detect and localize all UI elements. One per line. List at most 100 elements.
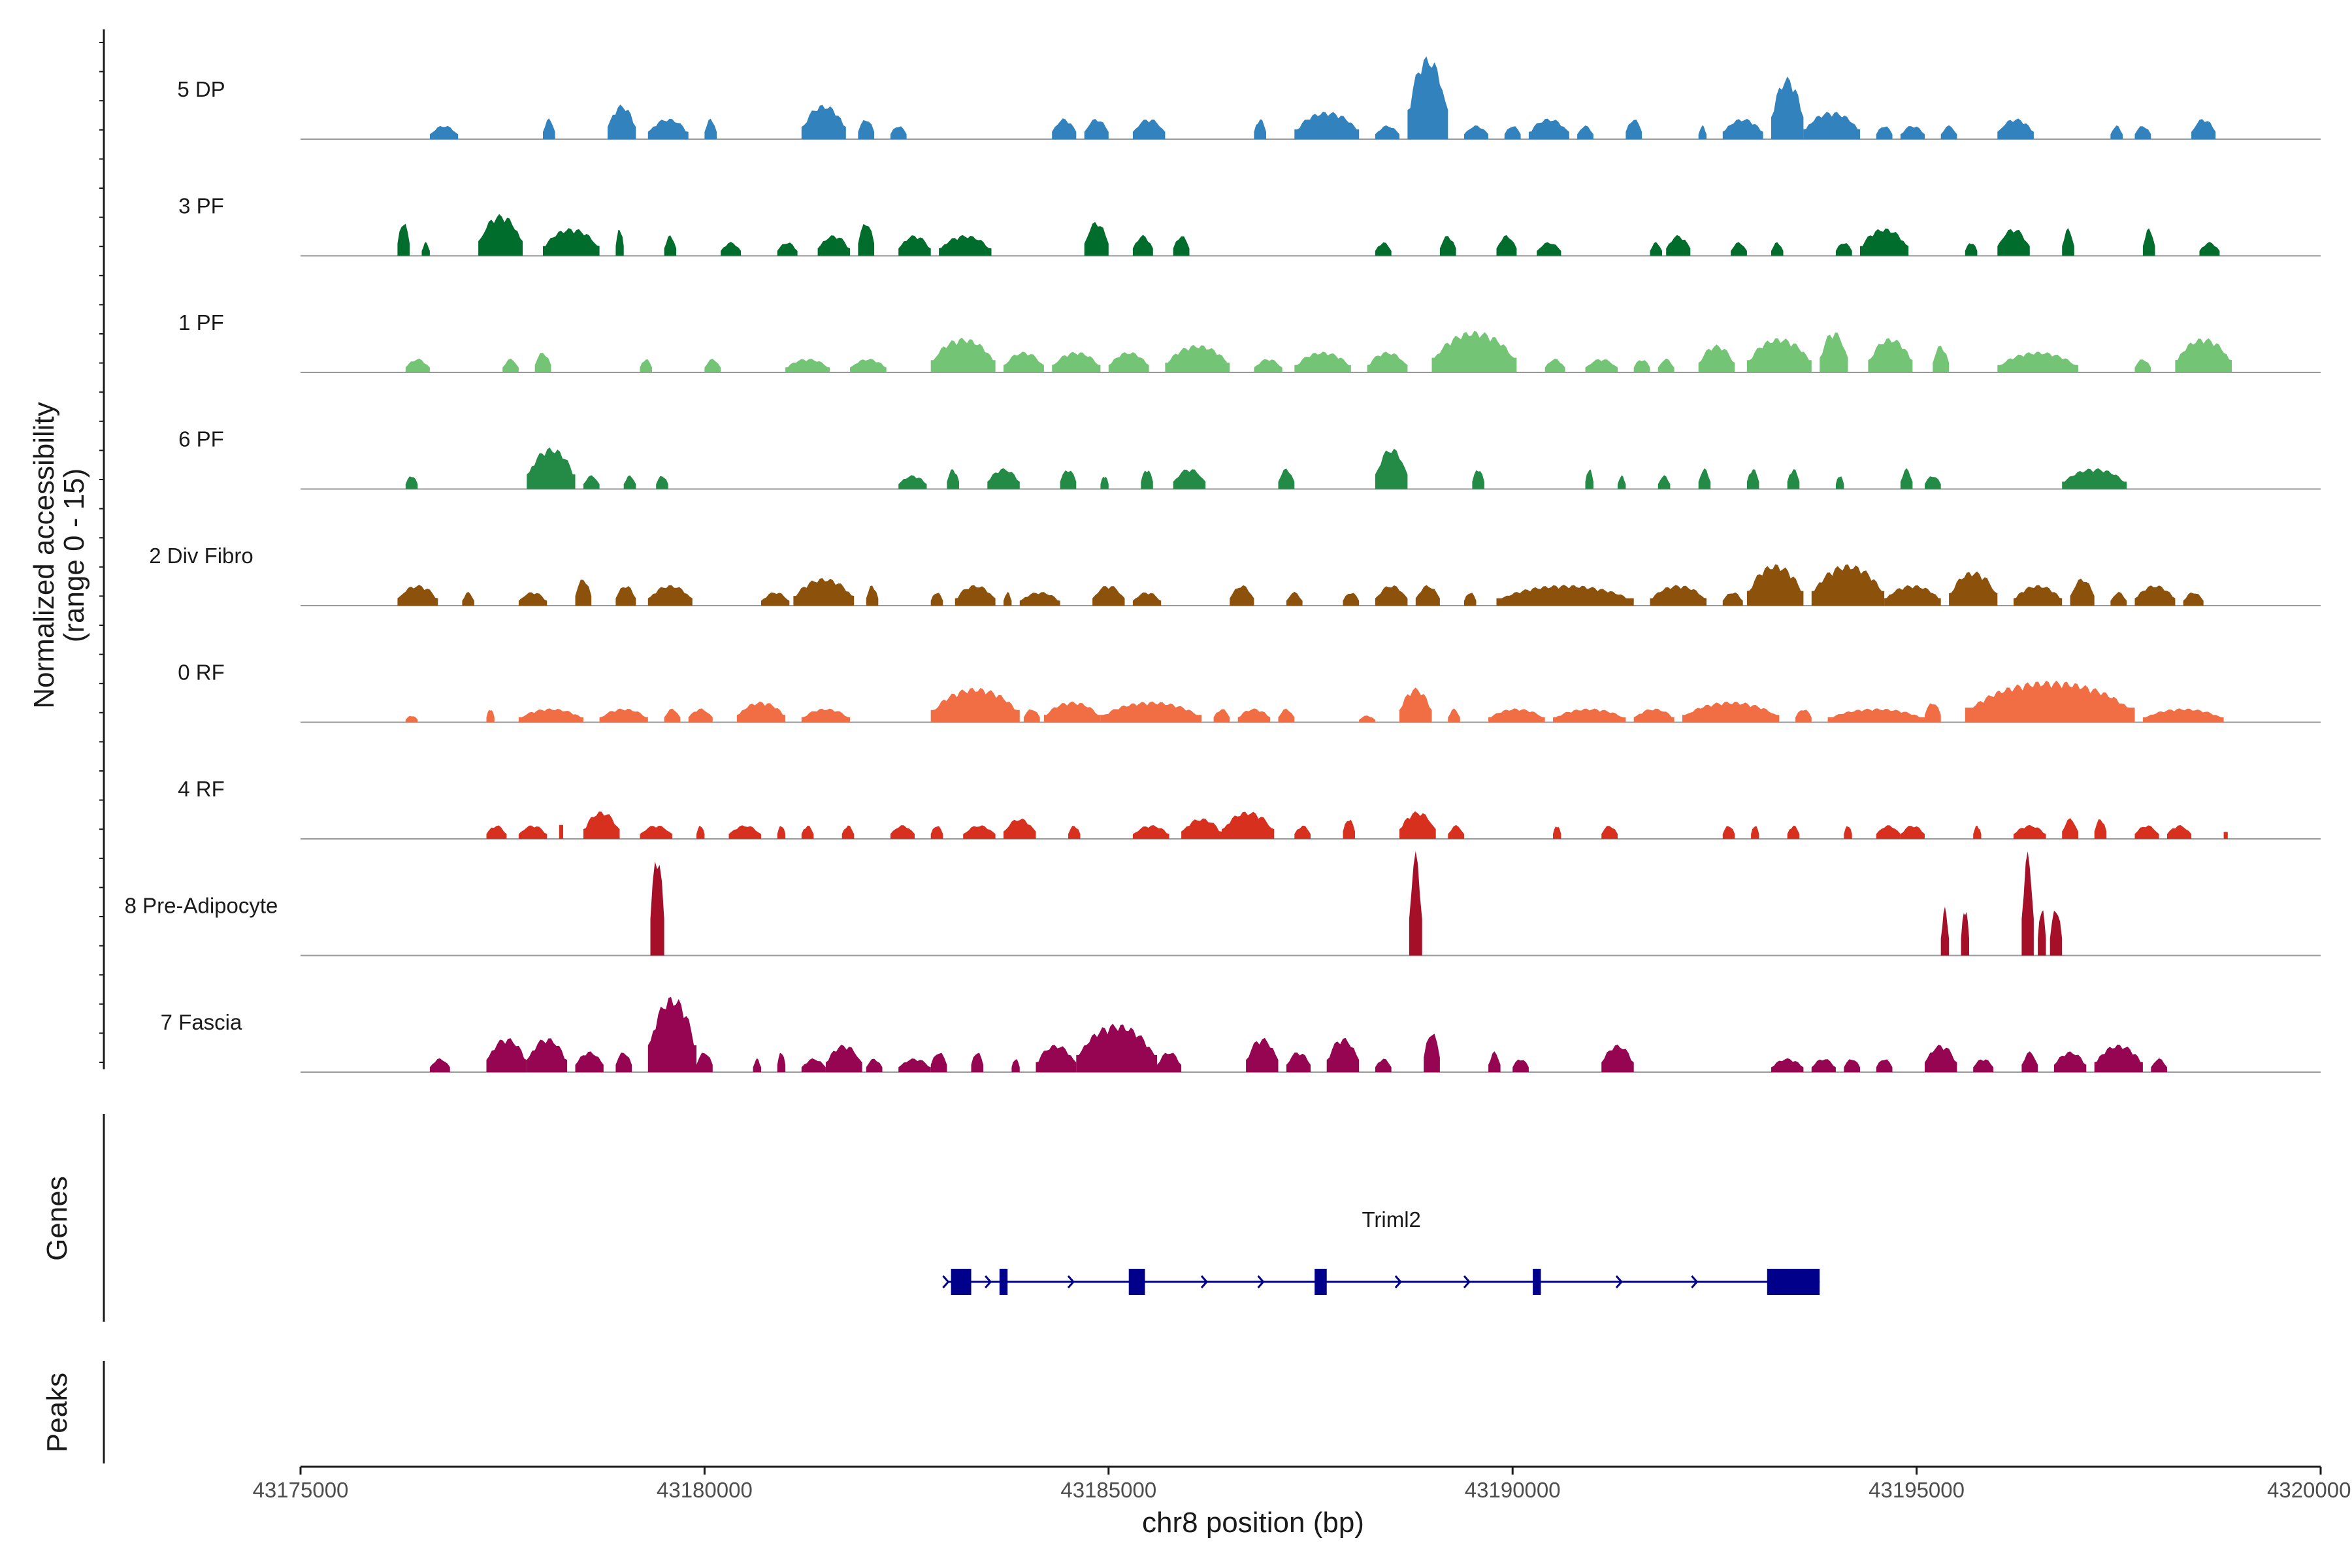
coverage-peak xyxy=(1011,1059,1020,1072)
coverage-peak xyxy=(1060,470,1077,489)
coverage-peak xyxy=(1876,825,1901,839)
coverage-peak xyxy=(1961,911,1969,956)
coverage-peak xyxy=(1294,351,1351,372)
coverage-peak xyxy=(1132,235,1153,256)
coverage-peak xyxy=(2062,228,2074,256)
coverage-peak xyxy=(1326,1037,1360,1072)
coverage-peak xyxy=(753,1058,761,1072)
coverage-peak xyxy=(1407,56,1448,139)
gene-exon xyxy=(999,1269,1008,1295)
coverage-peak xyxy=(1844,826,1852,839)
coverage-peak xyxy=(2167,825,2192,839)
coverage-peak xyxy=(1052,118,1077,139)
coverage-peak xyxy=(971,1053,984,1072)
strand-arrow xyxy=(942,1275,950,1288)
track-0-rf: 0 RF xyxy=(178,661,2321,723)
coverage-peak xyxy=(575,580,592,606)
coverage-peak xyxy=(1415,585,1440,606)
coverage-peak xyxy=(930,337,996,372)
coverage-peak xyxy=(1811,564,1885,606)
coverage-peak xyxy=(527,1038,568,1072)
coverage-peak xyxy=(1375,585,1408,606)
coverage-peak xyxy=(866,585,879,606)
coverage-peak xyxy=(1835,243,1852,256)
coverage-peak xyxy=(1230,585,1254,606)
coverage-peak xyxy=(930,826,943,839)
coverage-peak xyxy=(405,358,430,372)
coverage-peak xyxy=(2142,228,2155,256)
coverage-peak xyxy=(599,708,648,723)
coverage-peak xyxy=(615,229,624,256)
coverage-peak xyxy=(1577,125,1593,139)
coverage-peak xyxy=(1940,125,1957,139)
strand-arrow xyxy=(1615,1275,1623,1288)
coverage-peak xyxy=(1286,591,1303,606)
coverage-peak xyxy=(777,826,786,839)
coverage-peak xyxy=(841,825,855,839)
coverage-peak xyxy=(1585,359,1618,372)
coverage-peak xyxy=(1925,703,1941,723)
coverage-peak xyxy=(1004,818,1036,839)
gene-exon xyxy=(1315,1269,1327,1295)
y-axis-title: Normalized accessibility xyxy=(28,402,60,708)
coverage-peak xyxy=(1682,701,1780,723)
coverage-peak xyxy=(429,125,459,139)
coverage-peak xyxy=(583,475,600,489)
coverage-peak xyxy=(1375,242,1392,256)
coverage-peak xyxy=(1173,236,1190,256)
coverage-peak xyxy=(1900,826,1925,839)
coverage-peak xyxy=(947,469,959,489)
coverage-peak xyxy=(2183,592,2204,606)
coverage-peak xyxy=(1399,687,1432,723)
coverage-peak xyxy=(478,214,523,256)
coverage-peak xyxy=(559,825,563,839)
track-label: 5 DP xyxy=(177,77,225,101)
coverage-peak xyxy=(1746,338,1812,372)
gene-exon xyxy=(1767,1269,1820,1295)
coverage-peak xyxy=(2134,825,2159,839)
coverage-peak xyxy=(1751,826,1759,839)
track-2-div-fibro: 2 Div Fibro xyxy=(149,544,2321,606)
coverage-peak xyxy=(1294,112,1360,139)
x-tick-label: 43195000 xyxy=(1869,1478,1965,1502)
coverage-peak xyxy=(1811,1059,1836,1072)
coverage-peak xyxy=(1868,338,1913,372)
coverage-peak xyxy=(1553,826,1561,839)
coverage-peak xyxy=(1876,126,1893,139)
coverage-peak xyxy=(704,118,717,139)
x-tick-label: 43175000 xyxy=(253,1478,349,1502)
coverage-peak xyxy=(721,242,742,256)
coverage-peak xyxy=(1601,1044,1634,1072)
coverage-peak xyxy=(1246,1037,1279,1072)
coverage-peak xyxy=(898,475,927,489)
coverage-peak xyxy=(1084,221,1109,256)
coverage-peak xyxy=(1132,825,1169,839)
coverage-peak xyxy=(1084,119,1109,139)
coverage-peak xyxy=(1068,826,1081,839)
track-label: 4 RF xyxy=(178,777,225,801)
coverage-peak xyxy=(2094,819,2107,839)
coverage-peak xyxy=(1488,1051,1501,1072)
coverage-peak xyxy=(1100,701,1201,723)
x-tick-label: 43190000 xyxy=(1465,1478,1561,1502)
coverage-peak xyxy=(688,708,713,723)
coverage-peak xyxy=(1375,125,1399,139)
coverage-peak xyxy=(1601,826,1618,839)
coverage-peak xyxy=(2134,126,2151,139)
coverage-peak xyxy=(1237,708,1271,723)
coverage-peak xyxy=(1023,709,1040,723)
coverage-peak xyxy=(1795,710,1812,723)
gene-exon xyxy=(951,1269,972,1295)
coverage-peak xyxy=(793,578,855,606)
coverage-peak xyxy=(1092,586,1125,606)
coverage-peak xyxy=(1658,475,1671,489)
accessibility-y-axis xyxy=(99,29,105,1070)
coverage-peak xyxy=(656,476,668,489)
coverage-peak xyxy=(1504,126,1521,139)
track-7-fascia: 7 Fascia xyxy=(161,996,2321,1073)
coverage-peak xyxy=(1213,709,1230,723)
coverage-peak xyxy=(2070,578,2095,606)
coverage-peak xyxy=(1746,469,1759,489)
coverage-peak xyxy=(1043,701,1101,723)
coverage-peak xyxy=(1464,125,1489,139)
